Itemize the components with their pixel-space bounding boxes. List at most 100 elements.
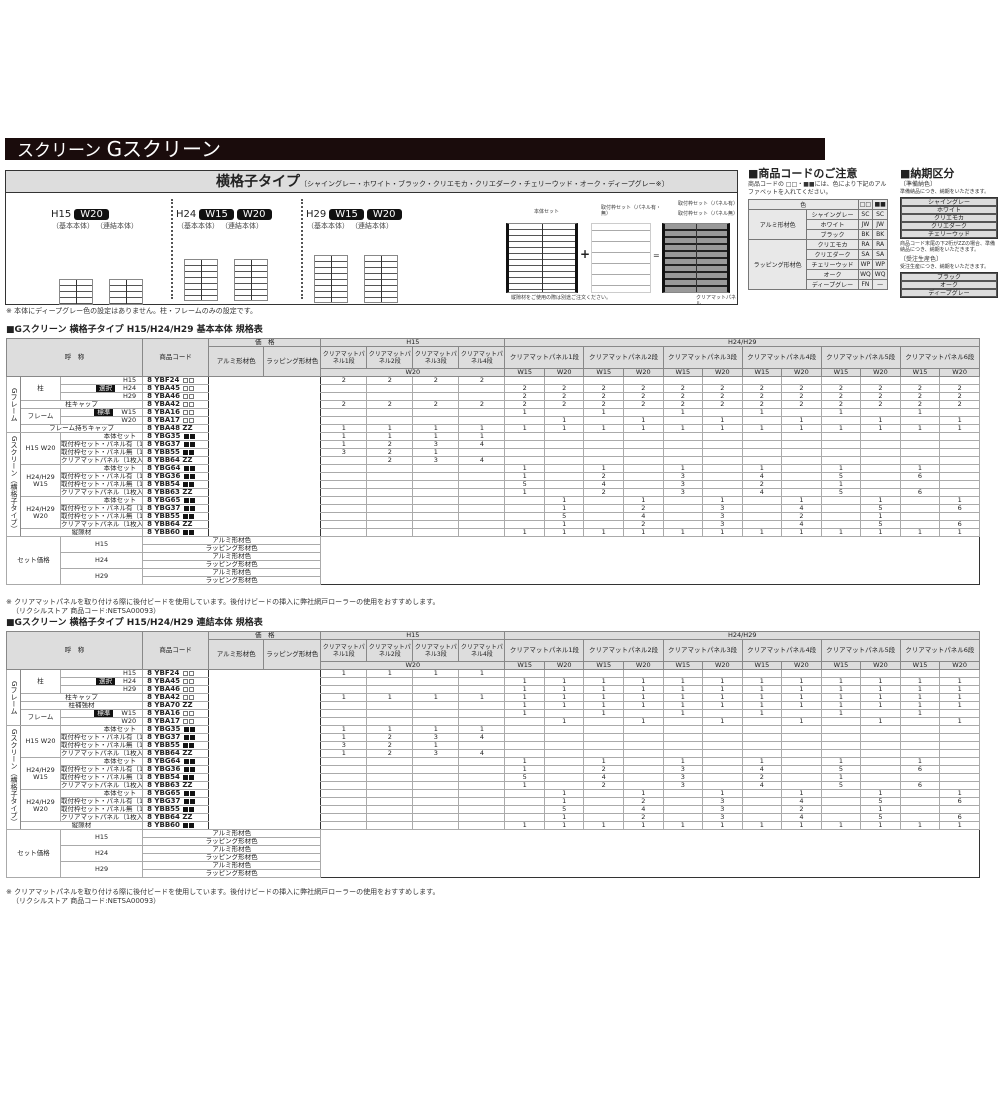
h24-qty: 3	[662, 765, 704, 774]
h24-qty: 1	[702, 821, 743, 830]
h15-qty	[366, 789, 414, 798]
h24-qty	[820, 512, 862, 521]
h24-qty: 1	[899, 685, 941, 694]
h24-qty	[741, 733, 783, 742]
code-text: 8 YBA17	[147, 416, 180, 424]
h15-qty	[458, 741, 506, 750]
h24-qty	[662, 717, 704, 726]
h24-qty	[820, 496, 862, 505]
h24-qty: 1	[543, 685, 585, 694]
h24-qty	[583, 749, 625, 758]
h15-qty	[320, 504, 368, 513]
h24-qty	[543, 757, 585, 766]
h24-qty	[939, 432, 980, 441]
item-name: H29	[60, 392, 144, 401]
h15-qty	[366, 488, 414, 497]
product-code: 8 YBB54	[142, 773, 210, 782]
h15-qty: 3	[412, 456, 460, 465]
h24-qty: 2	[583, 781, 625, 790]
h24-qty	[623, 773, 664, 782]
h24-qty	[899, 717, 941, 726]
h24-qty	[702, 781, 743, 790]
h15-qty	[458, 685, 506, 694]
table-row: クリアマットパネル（1枚入） 8 YBB64 ZZ 2 3 4	[7, 456, 980, 465]
product-code: 8 YBB54	[142, 480, 210, 489]
h24-qty	[820, 813, 862, 822]
h24-qty: 1	[781, 496, 822, 505]
item-name: 取付枠セット・パネル無（1段）	[60, 773, 144, 782]
group-label: Gフレーム	[6, 669, 21, 726]
item-name-text: 取付枠セット・パネル有（1段）	[61, 504, 143, 512]
h24-qty: 2	[899, 392, 941, 401]
w15-header: W15	[662, 661, 704, 670]
w15-header: W15	[662, 368, 704, 377]
h15-qty: 2	[412, 376, 460, 385]
item-name: 取付枠セット・パネル有（1段）	[60, 504, 144, 513]
h24-qty	[860, 781, 901, 790]
h15-qty	[458, 528, 506, 537]
h24-qty: 1	[860, 496, 901, 505]
h24-qty: 1	[899, 677, 941, 686]
set-kind: ラッピング形材色	[142, 560, 322, 569]
h24-qty: 1	[820, 480, 862, 489]
set-kind: アルミ形材色	[142, 568, 322, 577]
h15-qty: 1	[412, 424, 460, 433]
h24-qty: 1	[781, 677, 822, 686]
code-text: 8 YBF24	[147, 669, 180, 677]
h24-qty: 1	[543, 424, 585, 433]
group-label: Gフレーム	[6, 376, 21, 433]
alu-price-header: アルミ形材色	[208, 639, 265, 670]
h24-qty	[860, 733, 901, 742]
h24-qty	[939, 733, 980, 742]
h24-qty: 1	[899, 757, 941, 766]
h24-qty: 1	[939, 789, 980, 798]
code-suffix: ZZ	[182, 456, 193, 464]
h24-qty: 1	[702, 693, 743, 702]
h15-qty	[458, 757, 506, 766]
table-row: 取付枠セット・パネル無（1段） 8 YBB54 5 4 3 2 1	[7, 773, 980, 782]
h24-qty: 2	[702, 392, 743, 401]
std-color: ホワイト	[901, 206, 997, 214]
h24-qty: 6	[899, 765, 941, 774]
h15-qty	[412, 416, 460, 425]
product-code: 8 YBA46	[142, 392, 210, 401]
h24-qty: 4	[781, 813, 822, 822]
equals-sign: =	[653, 251, 660, 260]
h24-qty	[702, 472, 743, 481]
h24-qty: 1	[583, 408, 625, 417]
product-code: 8 YBB64 ZZ	[142, 520, 210, 529]
unit-type-label: （連結本体）	[351, 222, 393, 230]
product-code: 8 YBB60	[142, 821, 210, 830]
h24-qty: 1	[781, 693, 822, 702]
table-row: 取付枠セット・パネル無（1段） 8 YBB55 5 4 3 2 1	[7, 512, 980, 521]
size-group-H24: H24 W15 W20 （基本本体） （連結本体）	[176, 209, 272, 301]
h15-qty: 2	[366, 376, 414, 385]
product-code: 8 YBG64	[142, 464, 210, 473]
h24-qty	[623, 472, 664, 481]
h15-qty	[458, 504, 506, 513]
h24-qty: 1	[899, 424, 941, 433]
code-text: 8 YBA45	[147, 384, 180, 392]
h15-qty	[458, 448, 506, 457]
width-badge: W15	[329, 209, 364, 220]
product-code: 8 YBA45	[142, 384, 210, 393]
h24-qty	[939, 741, 980, 750]
h24-qty	[820, 733, 862, 742]
item-tag: 選択	[95, 385, 115, 392]
code-header: 商品コード	[142, 338, 210, 377]
h24-qty	[583, 789, 625, 798]
std-color: クリエダーク	[901, 222, 997, 230]
h24-qty: 1	[504, 464, 545, 473]
h24-qty	[781, 472, 822, 481]
color-code: FN	[857, 279, 874, 290]
item-name-text: クリアマットパネル（1枚入）	[61, 456, 143, 464]
h24-qty: 1	[543, 789, 585, 798]
h24-qty: 1	[623, 821, 664, 830]
table-row: W20 8 YBA17 1 1 1 1 1 1	[7, 416, 980, 425]
color-code: BK	[857, 229, 874, 240]
h24-panel-header: クリアマットパネル5段	[820, 346, 901, 369]
set-price-label: セット価格	[5, 536, 62, 585]
